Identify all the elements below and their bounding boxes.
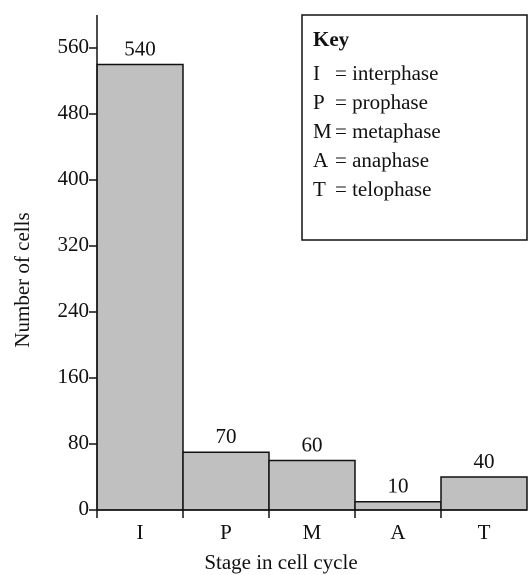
x-tick-label: I: [137, 520, 144, 544]
key-symbol: M: [313, 119, 332, 143]
key-text: = anaphase: [335, 148, 429, 172]
x-tick-label: P: [220, 520, 232, 544]
key-text: = metaphase: [335, 119, 441, 143]
data-label: 60: [302, 432, 323, 456]
x-tick-label: A: [390, 520, 406, 544]
y-tick-label: 400: [58, 166, 90, 190]
bar: [440, 476, 528, 511]
data-label: 40: [474, 449, 495, 473]
key-text: = telophase: [335, 177, 431, 201]
y-tick-label: 480: [58, 100, 90, 124]
data-label: 10: [388, 474, 409, 498]
bar: [96, 63, 184, 511]
y-tick-label: 0: [79, 496, 90, 520]
y-tick-label: 320: [58, 232, 90, 256]
x-axis-label: Stage in cell cycle: [204, 550, 357, 574]
key-symbol: A: [313, 148, 329, 172]
x-tick-label: T: [478, 520, 491, 544]
x-tick-label: M: [303, 520, 322, 544]
y-tick-label: 80: [68, 430, 89, 454]
bar: [268, 459, 356, 511]
key-symbol: I: [313, 61, 320, 85]
key-title: Key: [313, 27, 350, 51]
key-text: = interphase: [335, 61, 438, 85]
key-symbol: P: [313, 90, 325, 114]
y-tick-label: 240: [58, 298, 90, 322]
key-symbol: T: [313, 177, 326, 201]
y-tick-label: 560: [58, 34, 90, 58]
data-label: 540: [124, 36, 156, 60]
key-text: = prophase: [335, 90, 428, 114]
bar: [182, 451, 270, 511]
y-axis-label: Number of cells: [10, 212, 34, 347]
y-tick-label: 160: [58, 364, 90, 388]
data-label: 70: [216, 424, 237, 448]
bar: [354, 501, 442, 511]
key-box: [301, 14, 528, 241]
